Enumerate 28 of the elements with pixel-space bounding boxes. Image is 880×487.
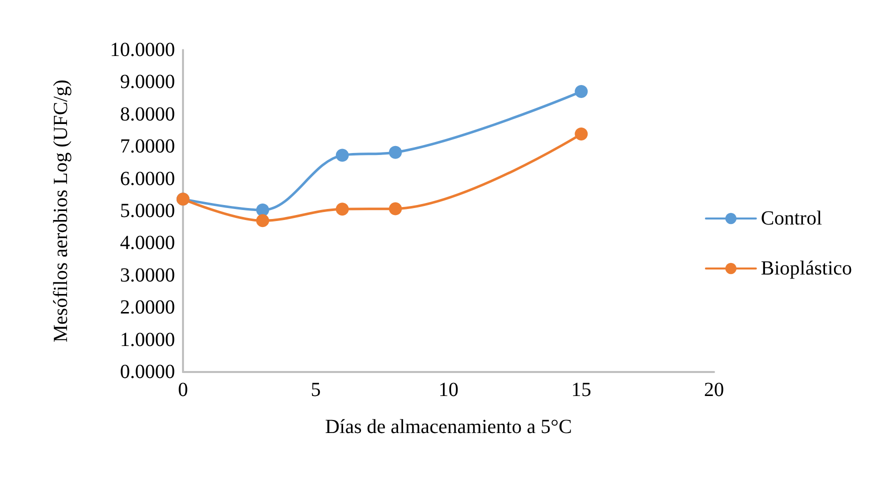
- y-tick-label: 9.0000: [120, 71, 175, 94]
- x-tick-label: 5: [310, 379, 321, 401]
- point: [256, 214, 270, 228]
- y-tick-label: 10.0000: [110, 39, 175, 61]
- y-tick-label: 1.0000: [120, 328, 175, 351]
- y-tick-label: 2.0000: [120, 296, 175, 319]
- y-tick-label: 3.0000: [120, 264, 175, 286]
- x-tick-label: 15: [571, 379, 592, 401]
- y-tick-label: 8.0000: [120, 103, 175, 126]
- legend-label: Control: [760, 208, 822, 230]
- point: [388, 146, 402, 159]
- point: [336, 202, 349, 216]
- x-tick-label: 10: [438, 379, 458, 401]
- point: [336, 148, 349, 162]
- x-axis-title: Días de almacenamiento a 5°C: [325, 416, 572, 438]
- legend-label: Bioplástico: [760, 258, 852, 280]
- y-axis-title: Mesófilos aerobios Log (UFC/g): [50, 80, 72, 342]
- y-tick-label: 6.0000: [120, 168, 175, 190]
- point: [388, 202, 402, 216]
- point: [574, 128, 588, 141]
- point: [256, 204, 270, 217]
- y-tick-label: 7.0000: [120, 136, 175, 158]
- y-tick-label: 0.0000: [120, 361, 175, 383]
- point: [574, 85, 588, 98]
- y-tick-label: 5.0000: [120, 200, 175, 222]
- y-tick-label: 4.0000: [120, 232, 175, 254]
- x-tick-label: 20: [704, 379, 724, 401]
- x-tick-label: 0: [178, 379, 188, 401]
